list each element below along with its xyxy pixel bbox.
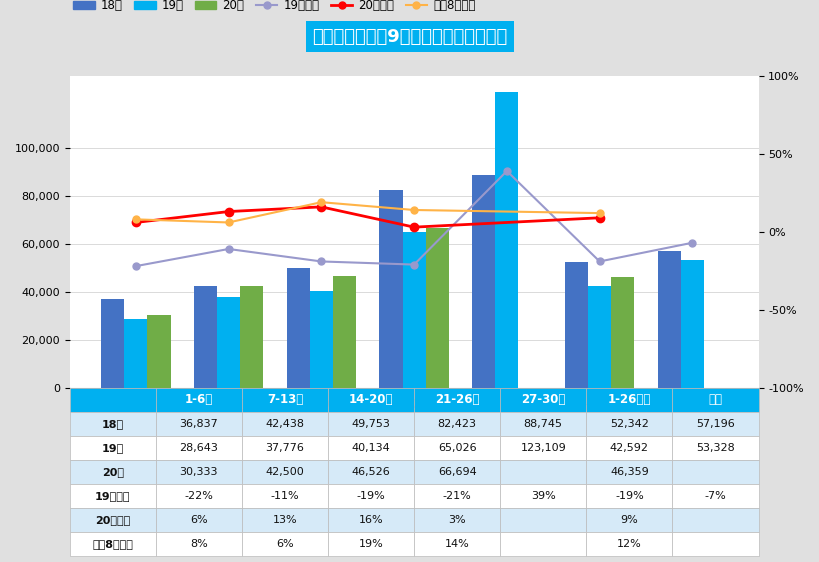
Bar (101, 300, 124, 388)
Bar (425, 228, 448, 388)
Legend: 18年, 19年, 20年, 19年同比, 20年同比, 环比8月同期: 18年, 19年, 20年, 19年同比, 20年同比, 环比8月同期 (69, 0, 479, 17)
Bar (472, 175, 495, 388)
Bar (610, 277, 634, 388)
Bar (147, 315, 170, 388)
Bar (193, 286, 217, 388)
Bar (587, 285, 610, 388)
Bar (333, 276, 355, 388)
Bar (564, 262, 587, 388)
Bar (495, 92, 518, 388)
Bar (402, 232, 425, 388)
Text: 乘联会主要厂商9月周度零售数量和增速: 乘联会主要厂商9月周度零售数量和增速 (312, 28, 507, 46)
Bar (657, 251, 680, 388)
Bar (379, 190, 402, 388)
Bar (310, 292, 333, 388)
Bar (286, 269, 310, 388)
Bar (217, 297, 240, 388)
Bar (680, 260, 704, 388)
Bar (240, 286, 263, 388)
Bar (124, 319, 147, 388)
